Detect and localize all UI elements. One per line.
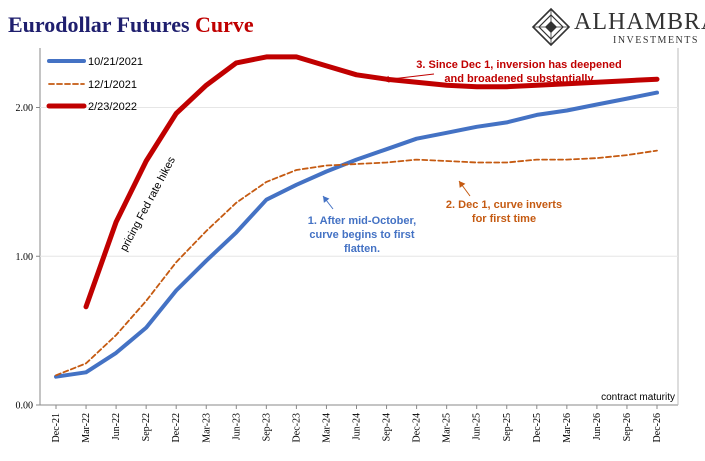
annotation-arrow-shaft [382, 73, 435, 81]
x-tick-label: Dec-22 [171, 413, 182, 442]
x-tick-label: Mar-24 [321, 413, 332, 443]
x-tick-label: Jun-26 [592, 413, 603, 440]
x-tick-label: Jun-25 [472, 413, 483, 440]
x-tick-label: Dec-25 [532, 413, 543, 442]
annotation-arrowhead [459, 181, 466, 188]
chart-title-main: Eurodollar Futures [8, 12, 190, 37]
logo-subtitle: INVESTMENTS [613, 35, 699, 46]
logo-name: ALHAMBRA [574, 9, 705, 35]
x-tick-label: Jun-22 [111, 413, 122, 440]
x-tick-label: Sep-26 [622, 413, 633, 441]
chart-title: Eurodollar Futures Curve [8, 12, 254, 38]
legend-label: 2/23/2022 [88, 101, 137, 113]
annotation-text: 3. Since Dec 1, inversion has deepened [416, 59, 621, 71]
brand-logo: ALHAMBRA INVESTMENTS [531, 7, 705, 47]
annotation-text: 1. After mid-October, [308, 215, 416, 227]
x-tick-label: Mar-22 [81, 413, 92, 443]
annotation-text: curve begins to first [309, 229, 414, 241]
x-tick-label: Sep-22 [141, 413, 152, 441]
x-axis-label: contract maturity [601, 392, 675, 403]
x-tick-label: Sep-25 [502, 413, 513, 441]
x-tick-label: Jun-23 [231, 413, 242, 440]
x-tick-label: Mar-25 [442, 413, 453, 443]
chart-title-accent: Curve [195, 12, 254, 37]
annotation-arrowhead [323, 196, 330, 203]
x-tick-label: Dec-24 [412, 413, 423, 442]
annotation-arrowhead [383, 75, 390, 83]
x-tick-label: Dec-26 [652, 413, 663, 442]
x-tick-label: Mar-23 [201, 413, 212, 443]
series-line [54, 90, 659, 379]
legend-label: 10/21/2021 [88, 56, 143, 68]
series-line [55, 149, 658, 377]
series-line [83, 54, 660, 310]
y-tick-label: 0.00 [16, 401, 34, 412]
y-tick-label: 2.00 [16, 103, 34, 114]
annotation-text: 2. Dec 1, curve inverts [446, 199, 562, 211]
y-tick-label: 1.00 [16, 252, 34, 263]
legend-label: 12/1/2021 [88, 79, 137, 91]
x-tick-label: Dec-23 [291, 413, 302, 442]
x-tick-label: Jun-24 [352, 413, 363, 440]
annotation-text: flatten. [344, 243, 380, 255]
annotation-text: for first time [472, 213, 536, 225]
annotation-text: and broadened substantially [444, 73, 594, 85]
x-tick-label: Mar-26 [562, 413, 573, 443]
x-tick-label: Dec-21 [51, 413, 62, 442]
x-tick-label: Sep-24 [382, 413, 393, 441]
x-tick-label: Sep-23 [261, 413, 272, 441]
diamond-emblem-icon [531, 7, 571, 47]
